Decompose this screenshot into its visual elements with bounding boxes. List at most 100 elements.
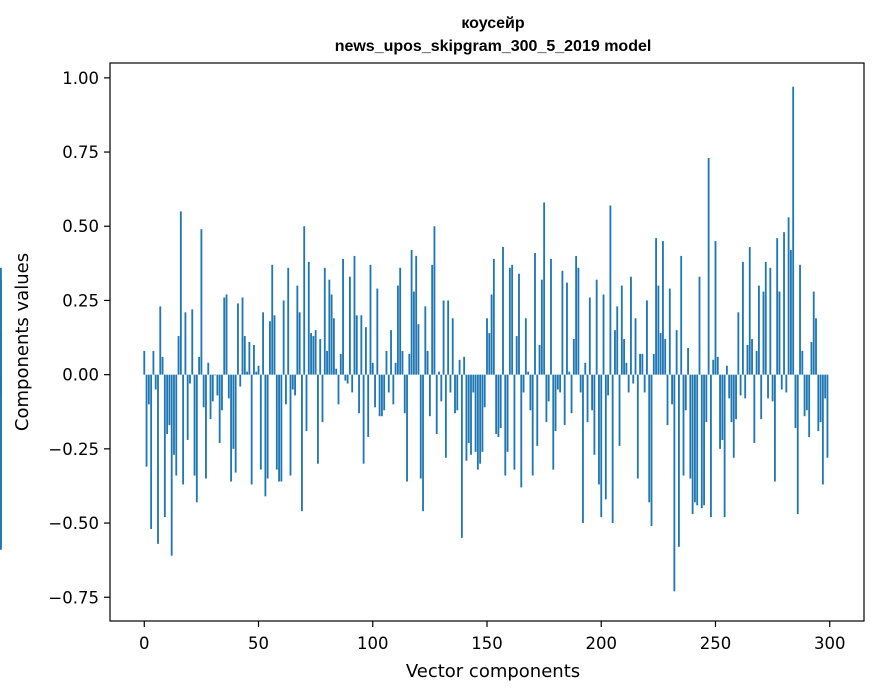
- bar-76: [317, 374, 319, 464]
- bar-225: [657, 285, 660, 375]
- bar-34: [221, 374, 223, 411]
- bar-93: [355, 315, 358, 375]
- bar-224: [655, 238, 657, 375]
- bar-169: [529, 374, 532, 411]
- bar-151: [488, 333, 491, 375]
- bar-234: [678, 374, 680, 547]
- bar-236: [682, 374, 685, 476]
- bar-191: [579, 374, 582, 393]
- bar-200: [600, 374, 603, 518]
- bar-128: [435, 374, 438, 435]
- bar-153: [492, 258, 495, 375]
- bar-85: [337, 374, 340, 405]
- bar-111: [396, 285, 399, 375]
- bar-47: [250, 374, 253, 485]
- bar-126: [431, 264, 434, 375]
- bar-63: [287, 267, 290, 375]
- bar-77: [319, 339, 322, 375]
- bar-86: [339, 353, 342, 375]
- bar-147: [479, 374, 482, 464]
- bar-42: [239, 374, 242, 387]
- bar-122: [422, 374, 424, 512]
- plot-frame: [109, 62, 865, 622]
- bar-212: [627, 374, 630, 393]
- y-axis-label: Components values: [12, 253, 33, 431]
- bar-190: [577, 267, 580, 375]
- bar-123: [424, 306, 427, 375]
- bar-3: [150, 374, 153, 529]
- bar-143: [470, 374, 472, 455]
- bar-183: [561, 270, 564, 375]
- bar-43: [241, 297, 244, 375]
- bar-171: [534, 252, 536, 375]
- bar-51: [259, 374, 262, 470]
- bar-240: [691, 374, 694, 515]
- bar-293: [812, 291, 815, 375]
- bar-145: [474, 374, 477, 452]
- bar-230: [668, 288, 671, 375]
- bar-270: [760, 374, 763, 420]
- bar-284: [792, 86, 795, 375]
- bar-110: [394, 362, 397, 375]
- bar-117: [410, 249, 413, 375]
- bar-158: [504, 374, 507, 476]
- x-tick-label: 50: [248, 634, 269, 653]
- y-tick-label: −0.25: [48, 440, 99, 459]
- bar-181: [556, 374, 559, 390]
- bar-294: [815, 318, 817, 375]
- bar-37: [227, 374, 230, 399]
- bar-296: [819, 374, 822, 423]
- bar-227: [662, 241, 664, 375]
- bar-206: [614, 330, 616, 375]
- bar-149: [483, 374, 486, 408]
- bar-8: [161, 356, 164, 375]
- bar-179: [552, 374, 555, 470]
- bar-198: [595, 279, 598, 375]
- bar-100: [371, 362, 374, 375]
- bar-255: [726, 365, 728, 375]
- bar-54: [266, 374, 269, 479]
- bar-137: [456, 374, 459, 411]
- bar-21: [191, 309, 194, 375]
- bar-154: [495, 374, 498, 435]
- bar-288: [801, 350, 804, 375]
- bar-283: [789, 249, 792, 375]
- bar-258: [732, 374, 735, 458]
- bar-41: [237, 303, 239, 375]
- bar-38: [230, 374, 233, 482]
- bar-295: [817, 374, 820, 432]
- bar-199: [598, 374, 600, 485]
- x-tick-label: 100: [357, 634, 389, 653]
- bar-25: [200, 229, 203, 375]
- bar-132: [444, 374, 447, 458]
- bar-177: [547, 374, 550, 402]
- bar-131: [442, 300, 445, 375]
- bar-105: [383, 374, 386, 411]
- bar-1: [145, 374, 148, 467]
- bar-107: [387, 374, 390, 393]
- bar-5: [154, 374, 157, 390]
- bar-2: [147, 374, 150, 405]
- bar-17: [182, 374, 185, 485]
- bar-196: [591, 374, 594, 411]
- bar-238: [687, 347, 689, 375]
- bar-272: [764, 261, 767, 375]
- bar-195: [588, 297, 591, 375]
- bar-250: [714, 241, 717, 375]
- y-tick-label: −0.75: [48, 588, 99, 607]
- bar-44: [243, 336, 246, 375]
- bar-209: [620, 285, 623, 375]
- bar-184: [563, 374, 566, 426]
- bar-28: [207, 362, 210, 375]
- bar-138: [458, 359, 461, 375]
- bar-193: [584, 362, 587, 375]
- bar-87: [342, 258, 344, 375]
- bar-92: [353, 255, 356, 375]
- bar-11: [168, 374, 171, 426]
- bar-113: [401, 350, 404, 375]
- bar-22: [193, 374, 196, 476]
- bar-59: [278, 374, 280, 482]
- bar-180: [554, 374, 557, 432]
- bar-49: [255, 371, 258, 375]
